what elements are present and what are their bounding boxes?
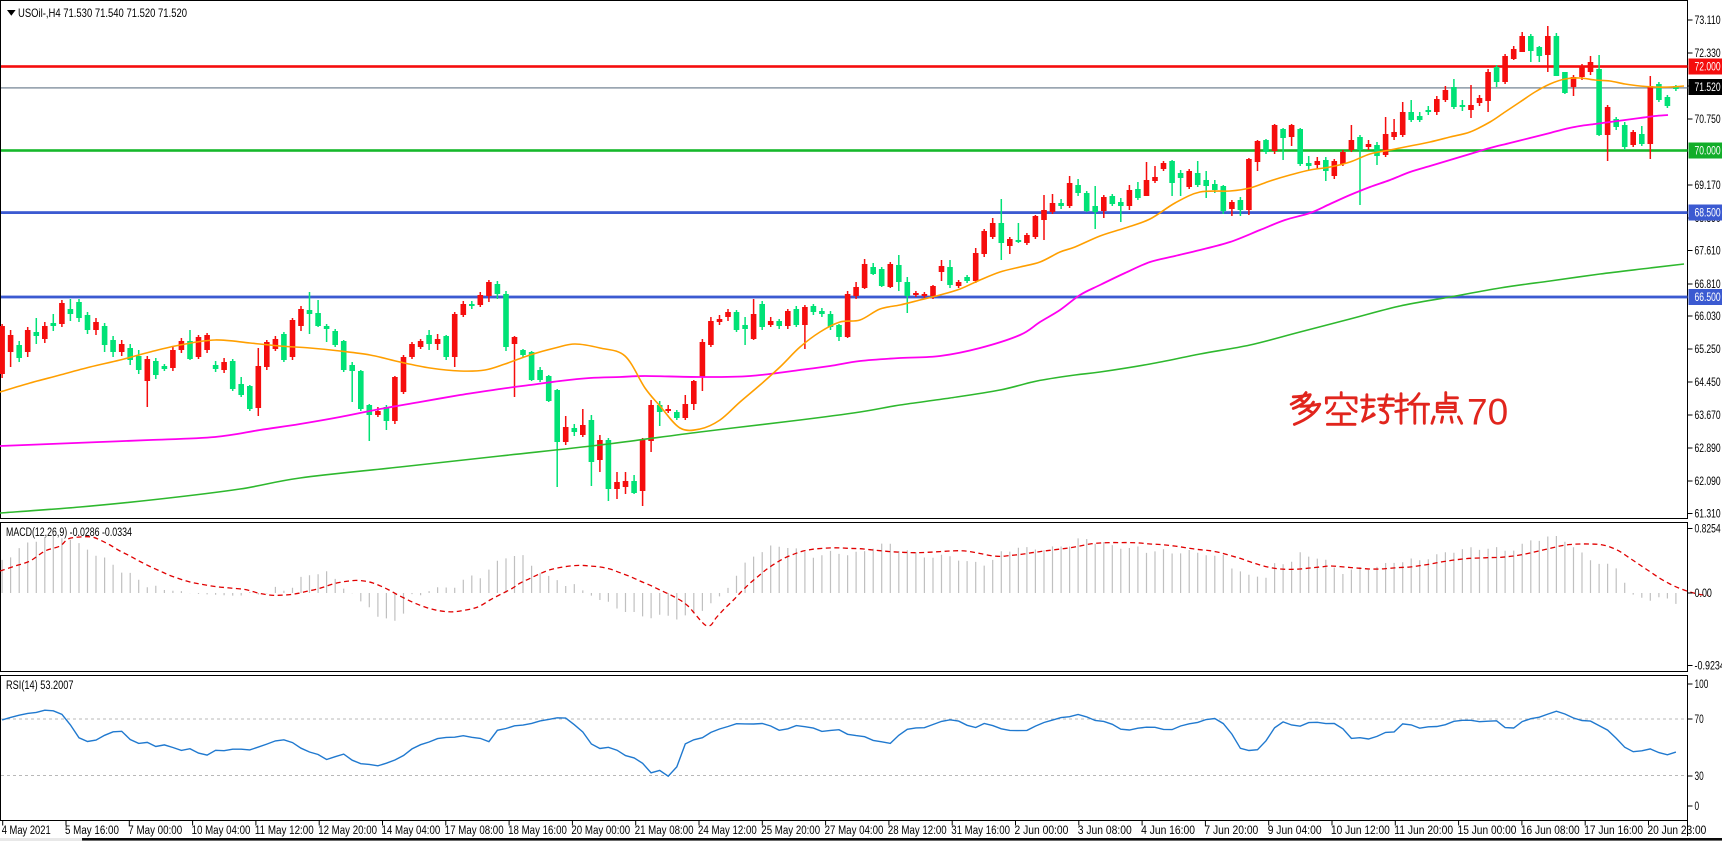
svg-text:10 Jun 12:00: 10 Jun 12:00 [1331,825,1390,837]
svg-text:66.810: 66.810 [1695,279,1721,291]
svg-text:27 May 04:00: 27 May 04:00 [825,825,884,837]
svg-text:66.500: 66.500 [1695,292,1721,304]
svg-text:RSI(14) 53.2007: RSI(14) 53.2007 [6,680,74,692]
svg-text:70.750: 70.750 [1695,114,1721,126]
svg-text:70: 70 [1467,392,1508,433]
svg-text:9 Jun 04:00: 9 Jun 04:00 [1268,825,1322,837]
svg-text:0.8254: 0.8254 [1695,524,1722,536]
svg-text:12 May 20:00: 12 May 20:00 [318,825,377,837]
svg-text:24 May 12:00: 24 May 12:00 [698,825,757,837]
svg-text:USOil-,H4 71.530 71.540 71.52: USOil-,H4 71.530 71.540 71.520 71.520 [18,6,187,20]
svg-text:5 May 16:00: 5 May 16:00 [65,825,119,837]
svg-text:30: 30 [1695,771,1704,783]
svg-text:11 May 12:00: 11 May 12:00 [255,825,314,837]
svg-text:-0.9234: -0.9234 [1695,661,1722,673]
svg-text:10 May 04:00: 10 May 04:00 [192,825,251,837]
svg-text:14 May 04:00: 14 May 04:00 [382,825,441,837]
svg-text:62.090: 62.090 [1695,476,1721,488]
svg-text:17 Jun 16:00: 17 Jun 16:00 [1584,825,1643,837]
svg-text:100: 100 [1695,679,1709,691]
svg-text:68.500: 68.500 [1695,208,1721,220]
svg-text:72.330: 72.330 [1695,48,1721,60]
svg-text:69.170: 69.170 [1695,180,1721,192]
svg-text:67.610: 67.610 [1695,246,1721,258]
svg-text:0.00: 0.00 [1695,588,1712,600]
svg-text:71.520: 71.520 [1695,82,1721,94]
svg-text:2 Jun 00:00: 2 Jun 00:00 [1015,825,1069,837]
svg-text:64.450: 64.450 [1695,377,1721,389]
svg-text:20 Jun 23:00: 20 Jun 23:00 [1648,825,1707,837]
svg-text:28 May 12:00: 28 May 12:00 [888,825,947,837]
svg-text:17 May 08:00: 17 May 08:00 [445,825,504,837]
svg-text:3 Jun 08:00: 3 Jun 08:00 [1078,825,1132,837]
svg-text:63.670: 63.670 [1695,410,1721,422]
svg-text:7 May 00:00: 7 May 00:00 [128,825,182,837]
svg-text:70: 70 [1695,714,1704,726]
svg-text:18 May 16:00: 18 May 16:00 [508,825,567,837]
svg-text:73.110: 73.110 [1695,15,1721,27]
svg-text:MACD(12,26,9) -0.0286 -0.0334: MACD(12,26,9) -0.0286 -0.0334 [6,527,132,539]
svg-text:7 Jun 20:00: 7 Jun 20:00 [1204,825,1258,837]
svg-text:20 May 00:00: 20 May 00:00 [571,825,630,837]
svg-text:61.310: 61.310 [1695,509,1721,521]
svg-text:65.250: 65.250 [1695,344,1721,356]
svg-text:16 Jun 08:00: 16 Jun 08:00 [1521,825,1580,837]
svg-text:0: 0 [1695,801,1700,813]
svg-text:21 May 08:00: 21 May 08:00 [635,825,694,837]
svg-text:70.000: 70.000 [1695,146,1721,158]
svg-text:4 Jun 16:00: 4 Jun 16:00 [1141,825,1195,837]
svg-text:31 May 16:00: 31 May 16:00 [951,825,1010,837]
svg-text:15 Jun 00:00: 15 Jun 00:00 [1458,825,1517,837]
svg-text:11 Jun 20:00: 11 Jun 20:00 [1394,825,1453,837]
svg-text:25 May 20:00: 25 May 20:00 [761,825,820,837]
svg-text:4 May 2021: 4 May 2021 [2,825,51,837]
svg-text:62.890: 62.890 [1695,443,1721,455]
svg-text:66.030: 66.030 [1695,311,1721,323]
svg-text:72.000: 72.000 [1695,62,1721,74]
